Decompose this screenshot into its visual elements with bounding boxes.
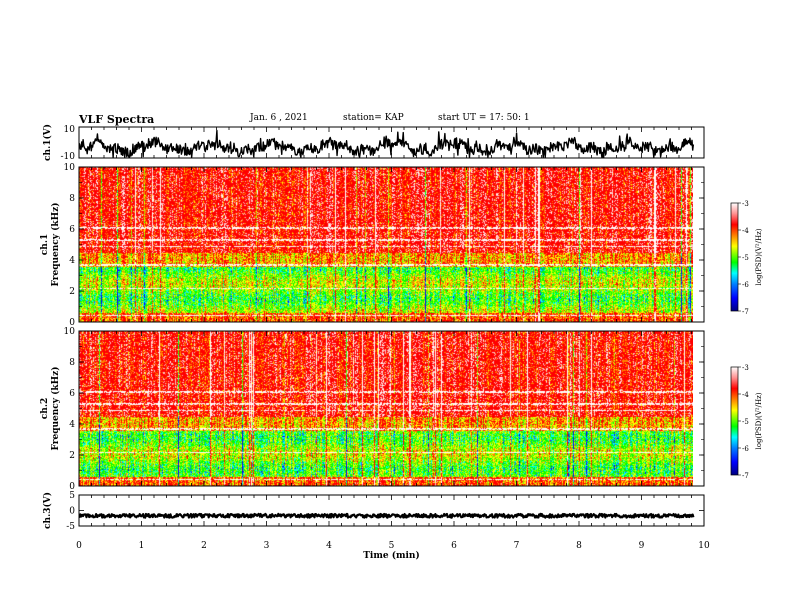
ch1-spectrogram-ytick-label: 4 — [69, 256, 75, 266]
station-label: station= KAP — [343, 113, 404, 123]
start-time-label: start UT = 17: 50: 1 — [438, 113, 530, 123]
x-axis-label: Time (min) — [363, 550, 420, 561]
ch2-spectrogram-colorbar-tick: -7 — [742, 472, 749, 480]
x-tick-label: 7 — [514, 541, 520, 551]
x-tick-label: 3 — [264, 541, 270, 551]
ch1-spectrogram-ytick-label: 6 — [69, 225, 75, 235]
ch1-spectrogram-colorbar-tick: -3 — [742, 200, 749, 208]
ch2-spectrogram-colorbar-tick: -4 — [742, 391, 749, 399]
x-tick-label: 0 — [76, 541, 82, 551]
ch1-spectrogram-channel-label: ch.1 — [40, 234, 50, 255]
ch2-spectrogram-colorbar — [730, 366, 739, 476]
x-tick-label: 8 — [576, 541, 582, 551]
x-tick-label: 9 — [639, 541, 645, 551]
ch3-waveform-ytick-label: 0 — [69, 507, 75, 517]
ch1-spectrogram-ylabel: Frequency (kHz) — [50, 202, 61, 286]
ch2-spectrogram-colorbar-label: log(PSD)(V²/Hz) — [755, 392, 763, 449]
ch2-spectrogram-ytick-label: 10 — [64, 327, 76, 337]
ch2-spectrogram-image — [79, 331, 693, 486]
ch1-spectrogram-colorbar-tick: -6 — [742, 281, 749, 289]
ch1-spectrogram-ytick-label: 0 — [69, 318, 75, 328]
ch2-spectrogram-colorbar-tick: -5 — [742, 418, 749, 426]
ch1-waveform-ylabel: ch.1(V) — [42, 124, 53, 161]
ch3-waveform-ytick-label: 5 — [69, 491, 75, 501]
ch1-spectrogram-ytick-label: 10 — [64, 163, 76, 173]
ch2-spectrogram-ytick-label: 0 — [69, 482, 75, 492]
ch1-spectrogram-colorbar-tick: -5 — [742, 254, 749, 262]
figure-title: VLF Spectra — [79, 113, 155, 126]
ch1-spectrogram-ytick-label: 2 — [69, 287, 75, 297]
ch1-spectrogram-colorbar-tick: -4 — [742, 227, 749, 235]
ch2-spectrogram-ytick-label: 2 — [69, 451, 75, 461]
x-tick-label: 5 — [389, 541, 395, 551]
ch3-waveform-trace — [78, 512, 695, 519]
ch1-spectrogram-colorbar — [730, 202, 739, 312]
x-tick-label: 1 — [139, 541, 145, 551]
ch1-waveform-ytick-label: 10 — [64, 125, 76, 135]
ch2-spectrogram-ytick-label: 8 — [69, 358, 75, 368]
x-tick-label: 4 — [326, 541, 332, 551]
x-tick-label: 2 — [201, 541, 207, 551]
ch1-spectrogram-colorbar-label: log(PSD)(V²/Hz) — [755, 228, 763, 285]
ch3-waveform-ytick-label: -5 — [66, 522, 75, 532]
x-tick-label: 6 — [451, 541, 457, 551]
ch2-spectrogram-ytick-label: 6 — [69, 389, 75, 399]
x-tick-label: 10 — [698, 541, 710, 551]
date-label: Jan. 6 , 2021 — [250, 113, 308, 123]
ch2-spectrogram-colorbar-tick: -6 — [742, 445, 749, 453]
ch1-spectrogram-colorbar-tick: -7 — [742, 308, 749, 316]
ch1-spectrogram-ytick-label: 8 — [69, 194, 75, 204]
ch3-waveform-ylabel: ch.3(V) — [42, 492, 53, 529]
ch1-waveform-ytick-label: -10 — [61, 152, 76, 162]
ch2-spectrogram-ytick-label: 4 — [69, 420, 75, 430]
ch2-spectrogram-ylabel: Frequency (kHz) — [50, 366, 61, 450]
ch1-waveform-trace — [78, 129, 695, 158]
ch2-spectrogram-channel-label: ch.2 — [40, 398, 50, 419]
ch1-spectrogram-image — [79, 167, 693, 322]
ch2-spectrogram-colorbar-tick: -3 — [742, 364, 749, 372]
